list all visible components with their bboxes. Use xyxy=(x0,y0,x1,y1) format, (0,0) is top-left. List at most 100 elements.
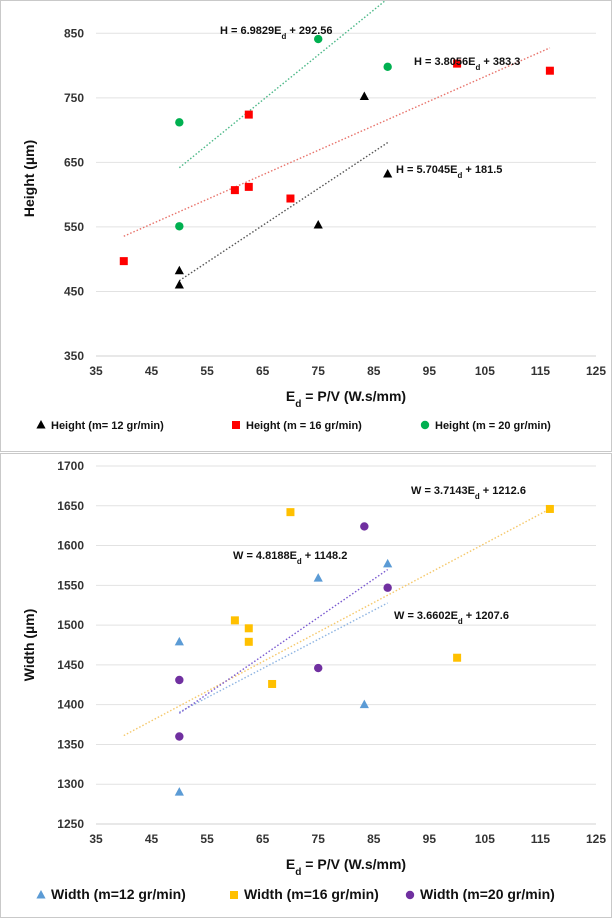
width-trendlines xyxy=(123,508,551,737)
width-equation-label: W = 3.7143Ed + 1212.6 xyxy=(411,485,526,501)
legend-item: Width (m=20 gr/min) xyxy=(405,886,555,902)
y-tick-label: 1250 xyxy=(57,817,84,831)
legend-item: Height (m = 16 gr/min) xyxy=(232,420,362,432)
width-chart-panel: 1250 1300 1350 1400 1450 1500 1550 1600 1650 1700… xyxy=(0,453,612,918)
y-tick-label: 1650 xyxy=(57,499,84,513)
height-point xyxy=(119,257,128,266)
height-equation-label: H = 6.9829Ed + 292.56 xyxy=(220,25,333,41)
x-tick-label: 75 xyxy=(312,364,326,378)
x-tick-label: 85 xyxy=(367,364,381,378)
width-point xyxy=(286,508,295,517)
height-point xyxy=(313,219,323,229)
width-series-1 xyxy=(174,558,393,796)
y-tick-label: 750 xyxy=(64,91,84,105)
width-point xyxy=(314,663,323,673)
x-tick-label: 125 xyxy=(586,832,606,846)
y-tick-label: 1350 xyxy=(57,737,84,751)
legend-item: Width (m=16 gr/min) xyxy=(230,886,379,902)
height-point xyxy=(359,91,369,101)
legend-label: Height (m = 20 gr/min) xyxy=(435,420,551,432)
legend-marker xyxy=(36,890,46,899)
height-point xyxy=(174,265,184,275)
height-x-axis-title: Ed = P/V (W.s/mm) xyxy=(286,388,406,410)
height-point xyxy=(175,118,184,127)
height-trendlines xyxy=(123,1,551,282)
width-point xyxy=(453,653,462,662)
x-tick-label: 105 xyxy=(475,364,495,378)
x-tick-label: 55 xyxy=(200,832,214,846)
y-tick-label: 1700 xyxy=(57,459,84,473)
width-series-2 xyxy=(230,504,554,688)
legend-marker xyxy=(230,891,238,899)
x-tick-label: 105 xyxy=(475,832,495,846)
width-gridlines xyxy=(96,465,596,785)
width-point xyxy=(174,636,184,646)
height-point xyxy=(453,59,462,68)
width-series-3 xyxy=(175,522,392,741)
legend-label: Height (m= 12 gr/min) xyxy=(51,420,164,432)
width-trendline-series-1 xyxy=(179,602,388,713)
x-tick-label: 45 xyxy=(145,832,159,846)
y-tick-label: 1400 xyxy=(57,698,84,712)
width-point xyxy=(244,637,253,646)
height-trendline-series-2 xyxy=(123,47,551,237)
height-gridlines xyxy=(96,32,596,292)
x-tick-label: 95 xyxy=(423,832,437,846)
legend-marker xyxy=(36,420,46,429)
x-tick-label: 55 xyxy=(200,364,214,378)
width-trendline-series-2 xyxy=(123,508,551,737)
width-chart: 1250 1300 1350 1400 1450 1500 1550 1600 1650 1700… xyxy=(21,459,606,902)
legend-marker xyxy=(232,421,240,429)
height-chart-panel: 350 450 550 650 750 850 35 45 55 65 75 85 95 105 115 12… xyxy=(0,0,612,452)
width-point xyxy=(175,675,184,685)
y-tick-label: 850 xyxy=(64,26,84,40)
height-point xyxy=(545,66,554,75)
y-tick-label: 1500 xyxy=(57,618,84,632)
width-point xyxy=(175,732,184,741)
height-point xyxy=(175,222,184,231)
x-tick-label: 95 xyxy=(423,364,437,378)
y-tick-label: 1600 xyxy=(57,539,84,553)
height-y-axis-title: Height (µm) xyxy=(21,140,37,217)
x-tick-label: 65 xyxy=(256,832,270,846)
width-x-axis-title: Ed = P/V (W.s/mm) xyxy=(286,856,406,878)
height-series-1 xyxy=(174,91,393,289)
x-tick-label: 45 xyxy=(145,364,159,378)
x-tick-label: 115 xyxy=(531,832,551,846)
legend-item: Height (m= 12 gr/min) xyxy=(36,420,164,432)
width-trendline-series-3 xyxy=(178,568,389,714)
height-point xyxy=(383,62,392,72)
legend-label: Width (m=20 gr/min) xyxy=(420,886,555,902)
width-equation-label: W = 4.8188Ed + 1148.2 xyxy=(233,550,347,566)
width-point xyxy=(359,699,369,709)
legend-item: Height (m = 20 gr/min) xyxy=(420,420,551,432)
height-point xyxy=(314,34,323,44)
height-point xyxy=(244,110,253,119)
width-y-axis-title: Width (µm) xyxy=(21,609,37,681)
y-tick-label: 550 xyxy=(64,220,84,234)
x-tick-label: 35 xyxy=(89,364,103,378)
y-tick-label: 450 xyxy=(64,284,84,298)
x-tick-label: 75 xyxy=(312,832,326,846)
legend-label: Width (m=16 gr/min) xyxy=(244,886,379,902)
height-trendline-series-3 xyxy=(178,1,386,169)
legend-label: Width (m=12 gr/min) xyxy=(51,886,186,902)
width-point xyxy=(383,558,393,568)
height-trendline-series-1 xyxy=(178,142,389,282)
height-legend: Height (m= 12 gr/min) Height (m = 16 gr/m… xyxy=(36,420,551,432)
width-point xyxy=(174,787,184,796)
width-equation-label: W = 3.6602Ed + 1207.6 xyxy=(394,610,509,626)
height-series-3 xyxy=(175,34,392,231)
x-tick-label: 125 xyxy=(586,364,606,378)
height-series-2 xyxy=(119,59,554,266)
height-point xyxy=(230,186,239,195)
y-tick-label: 1550 xyxy=(57,578,84,592)
x-tick-label: 35 xyxy=(89,832,103,846)
y-tick-label: 350 xyxy=(64,349,84,363)
width-legend: Width (m=12 gr/min) Width (m=16 gr/min) Wi… xyxy=(36,886,555,902)
legend-item: Width (m=12 gr/min) xyxy=(36,886,186,902)
y-tick-label: 1300 xyxy=(57,777,84,791)
x-tick-label: 85 xyxy=(367,832,381,846)
height-equation-label: H = 5.7045Ed + 181.5 xyxy=(396,164,502,180)
